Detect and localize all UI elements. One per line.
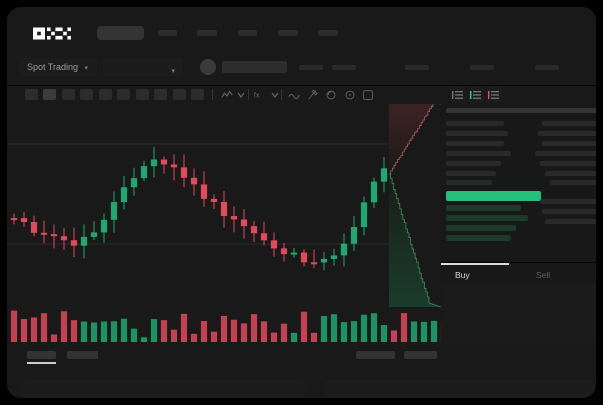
svg-text:fx: fx	[254, 93, 260, 100]
